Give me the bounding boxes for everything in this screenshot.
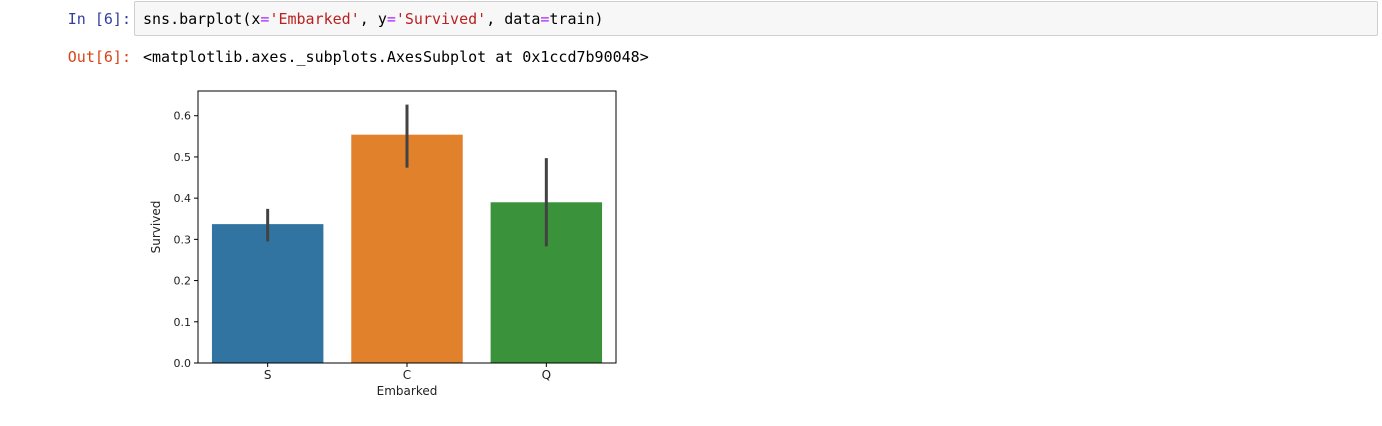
x-tick-label: Q bbox=[542, 368, 551, 382]
code-data-value: train) bbox=[549, 10, 604, 28]
output-prompt: Out[6]: bbox=[67, 48, 131, 66]
code-function: sns.barplot( bbox=[143, 10, 252, 28]
y-tick-label: 0.5 bbox=[174, 151, 192, 164]
code-kw-data: data bbox=[504, 10, 541, 28]
bar-c bbox=[351, 134, 463, 363]
y-tick-label: 0.1 bbox=[174, 316, 192, 329]
code-operator: = bbox=[260, 10, 270, 28]
bar-s bbox=[211, 224, 324, 363]
y-tick-label: 0.6 bbox=[174, 110, 192, 123]
y-tick-label: 0.3 bbox=[174, 233, 192, 246]
y-axis-label: Survived bbox=[149, 201, 163, 254]
code-operator: = bbox=[386, 10, 396, 28]
bar-chart: S C Q 0.0 0.1 0.2 0.3 0.4 0.5 0.6 Embarked Survived bbox=[149, 90, 617, 398]
code-string-embarked: 'Embarked' bbox=[269, 10, 360, 28]
y-tick-label: 0.0 bbox=[174, 357, 192, 370]
code-separator: , bbox=[486, 10, 505, 28]
code-kw-y: y bbox=[377, 10, 387, 28]
code-kw-x: x bbox=[251, 10, 261, 28]
x-axis-label: Embarked bbox=[377, 384, 438, 398]
y-tick-label: 0.4 bbox=[174, 192, 192, 205]
code-operator: = bbox=[540, 10, 550, 28]
x-tick-label: S bbox=[264, 368, 272, 382]
output-repr-text: <matplotlib.axes._subplots.AxesSubplot a… bbox=[143, 48, 649, 66]
y-tick-label: 0.2 bbox=[174, 275, 192, 288]
input-prompt: In [6]: bbox=[67, 10, 131, 28]
x-tick-label: C bbox=[403, 368, 411, 382]
code-string-survived: 'Survived' bbox=[395, 10, 487, 28]
axes-frame bbox=[197, 90, 617, 364]
code-cell-input[interactable]: sns.barplot(x='Embarked', y='Survived', … bbox=[134, 1, 1378, 36]
code-separator: , bbox=[359, 10, 378, 28]
